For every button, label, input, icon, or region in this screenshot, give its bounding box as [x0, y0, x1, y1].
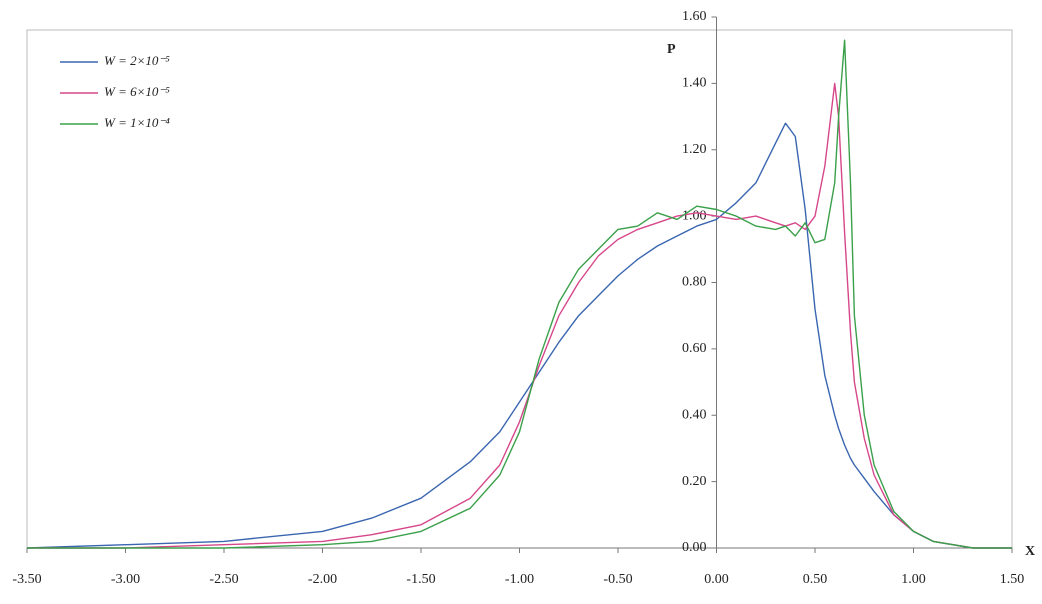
y-tick-label: 1.20: [682, 142, 707, 157]
y-tick-label: 1.40: [682, 76, 707, 91]
x-tick-label: 1.50: [1000, 572, 1025, 587]
y-tick-label: 0.20: [682, 474, 707, 489]
y-tick-label: 0.40: [682, 407, 707, 422]
series-line: [26, 122, 1012, 549]
legend-label: W = 2×10⁻⁵: [104, 53, 170, 68]
x-tick-label: -3.00: [111, 572, 140, 587]
series-line: [27, 39, 1012, 549]
x-tick-label: -1.00: [505, 572, 534, 587]
x-tick-label: -2.00: [308, 572, 337, 587]
legend-label: W = 1×10⁻⁴: [104, 115, 170, 130]
legend-label: W = 6×10⁻⁵: [104, 84, 170, 99]
y-tick-label: 1.60: [682, 9, 707, 24]
x-tick-label: 0.00: [704, 572, 729, 587]
x-tick-label: 1.00: [901, 572, 926, 587]
x-tick-label: 0.50: [803, 572, 828, 587]
x-axis-label: X: [1025, 544, 1035, 559]
x-tick-label: -3.50: [12, 572, 41, 587]
y-axis-label: P: [667, 42, 676, 57]
y-tick-label: 0.60: [682, 341, 707, 356]
x-tick-label: -0.50: [603, 572, 632, 587]
y-tick-label: 0.00: [682, 540, 707, 555]
x-tick-label: -1.50: [406, 572, 435, 587]
y-tick-label: 1.00: [682, 208, 707, 223]
series-line: [27, 82, 1012, 549]
x-tick-label: -2.50: [209, 572, 238, 587]
plot-frame: [26, 29, 1013, 549]
y-tick-label: 0.80: [682, 275, 707, 290]
